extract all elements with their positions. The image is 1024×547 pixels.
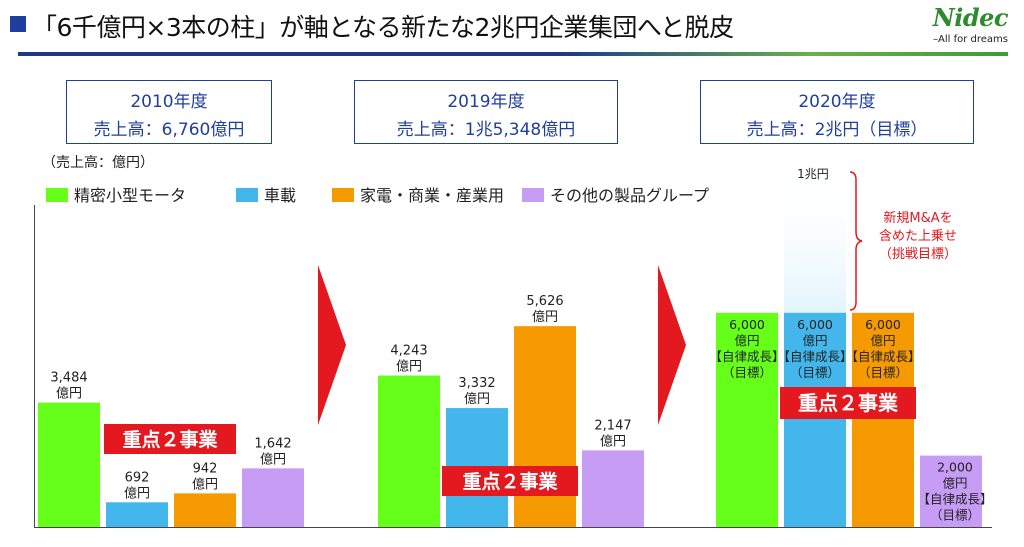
bar-2-2 xyxy=(852,312,914,527)
legend-swatch xyxy=(332,188,354,202)
arrow-right-icon xyxy=(658,265,686,425)
data-label-1-0: 692 億円 xyxy=(124,470,150,501)
bar-2-1 xyxy=(514,326,576,527)
data-label-0-1: 4,243 億円 xyxy=(390,344,427,375)
title-bullet xyxy=(10,16,26,32)
data-label-1-2: 6,000 億円【自律成長】（目標） xyxy=(777,317,852,380)
year-box-2010: 2010年度 売上高：6,760億円 xyxy=(66,80,272,144)
legend-item-precision-motor: 精密小型モータ xyxy=(46,182,186,206)
legend-item-other-products: その他の製品グループ xyxy=(522,182,709,206)
y-axis-unit-label: （売上高：億円） xyxy=(42,155,154,171)
logo-tagline: –All for dreams xyxy=(933,34,1008,45)
title-underline xyxy=(18,52,1008,56)
data-label-3-2: 2,000 億円【自律成長】（目標） xyxy=(917,460,992,523)
bar-1-2 xyxy=(784,312,846,527)
legend-swatch xyxy=(522,188,544,202)
arrow-right-icon xyxy=(318,265,346,425)
logo-wordmark: Nidec xyxy=(932,3,1009,32)
extension-label: 1兆円 xyxy=(797,167,829,181)
legend-swatch xyxy=(46,188,68,202)
data-label-3-1: 2,147 億円 xyxy=(594,418,631,449)
bracket-icon xyxy=(849,171,863,311)
focus-badge-2019-text: 重点２事業 xyxy=(462,470,558,493)
data-label-1-1: 3,332 億円 xyxy=(458,376,495,407)
bar-0-2 xyxy=(716,312,778,527)
focus-badge-2010 xyxy=(104,424,236,454)
focus-badge-2020-text: 重点２事業 xyxy=(798,391,899,415)
legend-swatch xyxy=(236,188,258,202)
legend-label: 家電・商業・産業用 xyxy=(360,186,505,205)
legend-label: 車載 xyxy=(264,186,297,205)
legend-label: 精密小型モータ xyxy=(74,186,187,205)
focus-badge-2020 xyxy=(780,387,916,419)
sales-label: 売上高：1兆5,348億円 xyxy=(396,120,576,140)
bar-1-0 xyxy=(106,502,168,527)
data-label-2-1: 5,626 億円 xyxy=(526,294,563,325)
data-label-0-0: 3,484 億円 xyxy=(50,371,87,402)
bar-2-0 xyxy=(174,493,236,527)
sales-label: 売上高：2兆円（目標） xyxy=(746,120,928,140)
data-label-0-2: 6,000 億円【自律成長】（目標） xyxy=(709,317,784,380)
year-label: 2020年度 xyxy=(798,92,876,112)
year-box-2020: 2020年度 売上高：2兆円（目標） xyxy=(700,80,974,144)
nidec-logo: Nidec –All for dreams xyxy=(914,3,1014,49)
legend-item-appliance: 家電・商業・産業用 xyxy=(332,182,504,206)
data-label-3-0: 1,642 億円 xyxy=(254,436,291,467)
header: 「6千億円×3本の柱」が軸となる新たな2兆円企業集団へと脱皮 Nidec –Al… xyxy=(0,0,1024,56)
bar-3-0 xyxy=(242,468,304,527)
focus-badge-2010-text: 重点２事業 xyxy=(122,428,218,451)
bar-0-0 xyxy=(38,402,100,527)
data-label-2-0: 942 億円 xyxy=(192,461,218,492)
data-label-2-2: 6,000 億円【自律成長】（目標） xyxy=(845,317,920,380)
bar-3-2 xyxy=(920,455,982,527)
legend-label: その他の製品グループ xyxy=(550,186,710,205)
year-label: 2010年度 xyxy=(130,92,208,112)
sales-label: 売上高：6,760億円 xyxy=(93,120,245,140)
legend-item-automotive: 車載 xyxy=(236,182,296,206)
ma-annotation: 新規M&Aを含めた上乗せ（挑戦目標） xyxy=(879,210,957,262)
year-label: 2019年度 xyxy=(447,92,525,112)
focus-badge-2019 xyxy=(442,466,578,496)
year-box-2019: 2019年度 売上高：1兆5,348億円 xyxy=(354,80,618,144)
page-title: 「6千億円×3本の柱」が軸となる新たな2兆円企業集団へと脱皮 xyxy=(32,13,734,42)
bar-3-1 xyxy=(582,450,644,527)
bar-0-1 xyxy=(378,375,440,527)
